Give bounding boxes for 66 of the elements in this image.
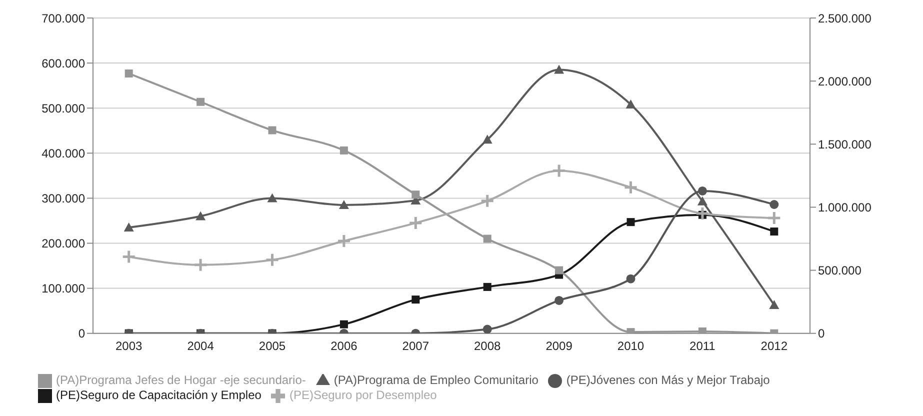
y-tick-label: 100.000	[42, 282, 86, 296]
y-tick-label: 200.000	[42, 236, 86, 251]
legend-label: (PE)Seguro de Capacitación y Empleo	[56, 388, 262, 402]
point	[483, 234, 492, 243]
y2-tick-label: 1.500.000	[818, 137, 872, 152]
point	[482, 134, 492, 144]
y-tick-label: 700.000	[42, 11, 86, 26]
y-tick-label: 0	[78, 326, 86, 341]
point	[769, 300, 780, 309]
y2-tick-label: 0	[818, 326, 825, 341]
point	[482, 324, 492, 334]
y-tick-label: 300.000	[42, 191, 86, 206]
point	[626, 274, 636, 284]
x-tick-label: 2009	[546, 338, 573, 353]
point	[412, 190, 420, 199]
point	[480, 194, 495, 208]
point	[555, 266, 564, 274]
point	[340, 146, 348, 154]
point	[697, 196, 708, 206]
y-tick-label: 600.000	[42, 56, 86, 70]
y2-tick-label: 500.000	[818, 264, 862, 278]
point	[124, 70, 133, 78]
point	[196, 98, 205, 106]
point	[124, 222, 134, 232]
point	[483, 282, 492, 291]
point	[122, 250, 136, 264]
point	[626, 99, 636, 108]
x-tick-label: 2012	[760, 338, 788, 353]
y2-tick-label: 2.500.000	[818, 11, 872, 26]
y-tick-label: 400.000	[42, 146, 86, 160]
x-tick-label: 2005	[258, 338, 286, 353]
y-tick-label: 500.000	[42, 101, 86, 116]
x-tick-label: 2008	[474, 338, 502, 353]
point	[698, 186, 707, 196]
legend-label: (PA)Programa Jefes de Hogar -eje secundario-	[56, 373, 306, 388]
legend-label: (PE)Seguro por Desempleo	[289, 388, 437, 402]
point	[770, 228, 778, 236]
legend-label: (PA)Programa de Empleo Comunitario	[334, 373, 538, 388]
point	[695, 206, 710, 221]
point	[624, 180, 638, 195]
point	[766, 210, 782, 226]
point	[698, 327, 706, 334]
point	[340, 320, 348, 328]
legend-label: (PE)Jóvenes con Más y Mejor Trabajo	[566, 373, 770, 388]
point	[193, 258, 208, 272]
point	[268, 126, 276, 134]
point	[552, 163, 566, 178]
point	[412, 296, 420, 304]
point	[265, 252, 280, 268]
point	[554, 296, 564, 305]
point	[196, 211, 206, 220]
x-tick-label: 2006	[330, 338, 358, 353]
x-tick-label: 2010	[617, 338, 644, 353]
x-tick-label: 2004	[187, 338, 214, 353]
point	[626, 218, 635, 226]
x-tick-label: 2003	[116, 338, 143, 353]
point	[338, 200, 349, 209]
point	[770, 200, 779, 210]
point	[408, 216, 423, 230]
point	[267, 193, 278, 202]
x-tick-label: 2007	[402, 338, 430, 353]
y2-tick-label: 1.000.000	[818, 200, 872, 214]
point	[336, 234, 352, 248]
y2-tick-label: 2.000.000	[818, 74, 872, 88]
point	[554, 64, 564, 74]
x-tick-label: 2011	[690, 338, 716, 353]
